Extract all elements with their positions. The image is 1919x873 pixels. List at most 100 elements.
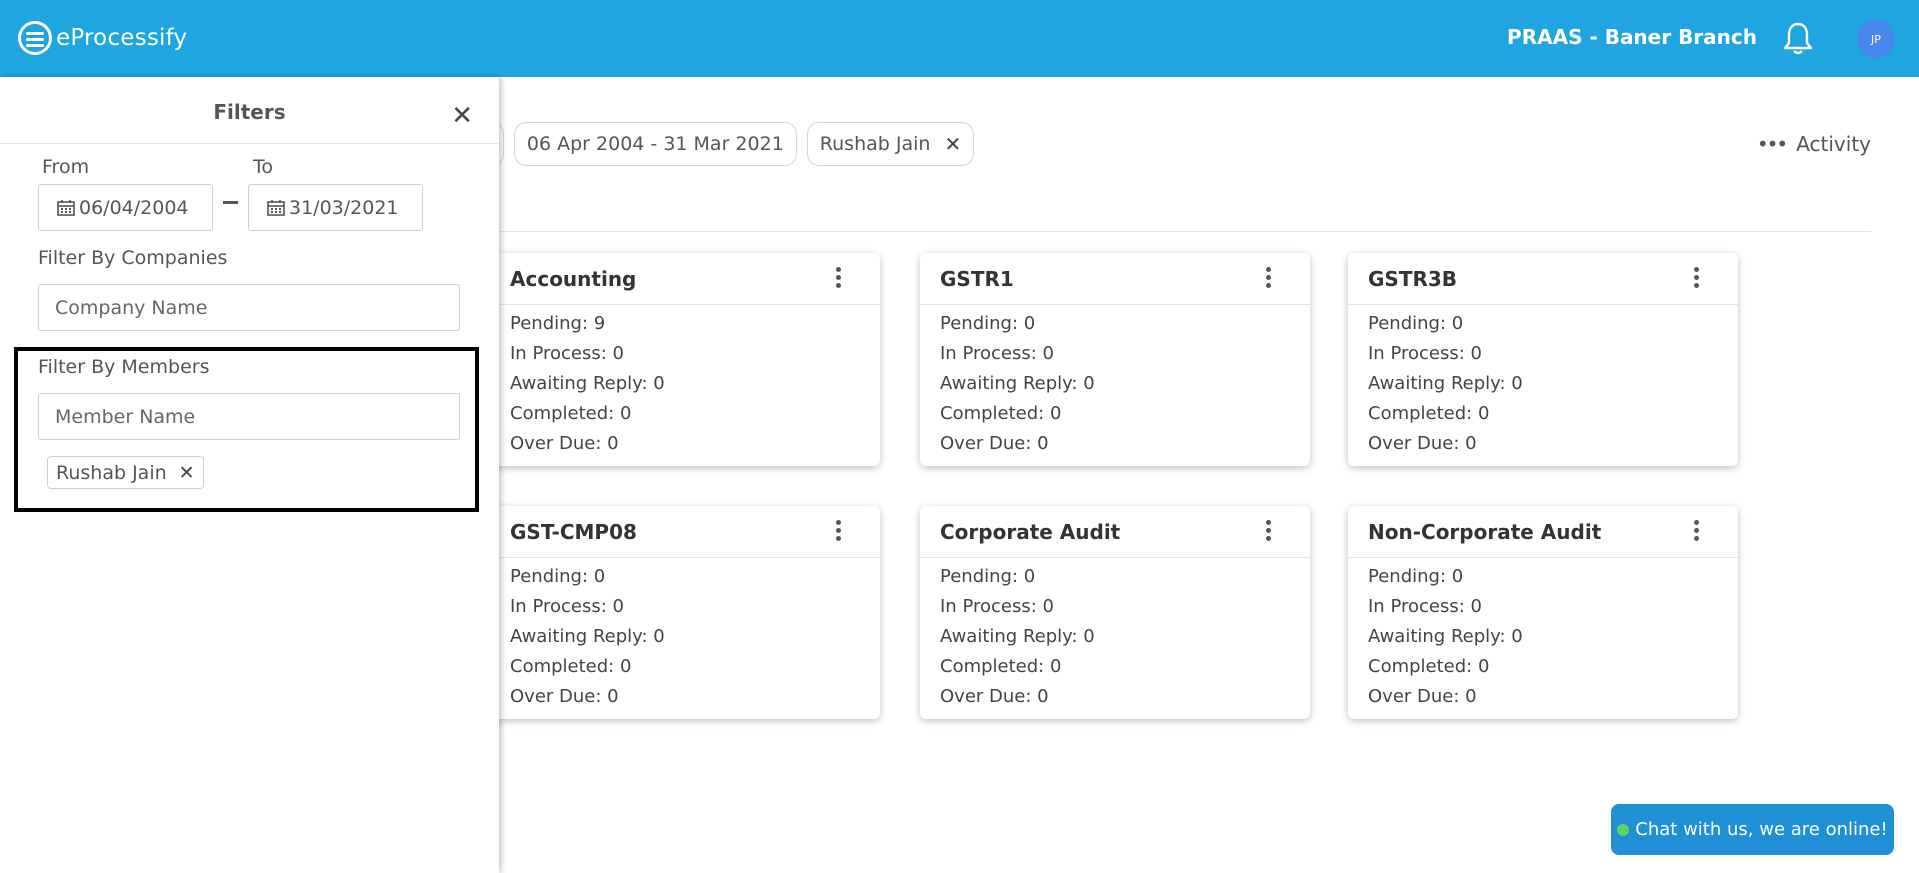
stat-awaiting-reply: Awaiting Reply: 0 <box>1368 626 1523 647</box>
card-header: GSTR3B <box>1348 253 1738 305</box>
stat-awaiting-reply: Awaiting Reply: 0 <box>510 626 665 647</box>
stat-pending: Pending: 0 <box>940 313 1036 334</box>
more-vertical-icon[interactable] <box>836 520 842 542</box>
card-stats: Pending: 0 In Process: 0 Awaiting Reply:… <box>1348 305 1738 463</box>
card-stats: Pending: 9 In Process: 0 Awaiting Reply:… <box>490 305 880 463</box>
stat-completed: Completed: 0 <box>510 403 632 424</box>
card-header: GST-CMP08 <box>490 506 880 558</box>
stat-pending: Pending: 0 <box>510 566 606 587</box>
filter-chip-date-range[interactable]: 06 Apr 2004 - 31 Mar 2021 <box>513 122 797 166</box>
stat-completed: Completed: 0 <box>1368 403 1490 424</box>
stat-pending: Pending: 0 <box>1368 313 1464 334</box>
stat-pending: Pending: 0 <box>1368 566 1464 587</box>
stat-awaiting-reply: Awaiting Reply: 0 <box>940 373 1095 394</box>
selected-member-label: Rushab Jain <box>56 461 167 484</box>
bell-icon[interactable] <box>1781 20 1815 56</box>
stat-pending: Pending: 9 <box>510 313 606 334</box>
applied-filter-chips: s 06 Apr 2004 - 31 Mar 2021 Rushab Jain … <box>440 122 975 166</box>
user-avatar[interactable]: JP <box>1857 20 1895 58</box>
stat-awaiting-reply: Awaiting Reply: 0 <box>940 626 1095 647</box>
card-title: Corporate Audit <box>940 520 1121 544</box>
from-date-value: 06/04/2004 <box>79 196 189 219</box>
card-stats: Pending: 0 In Process: 0 Awaiting Reply:… <box>1348 558 1738 716</box>
online-status-icon <box>1617 823 1630 836</box>
selected-member-chip: Rushab Jain ✕ <box>47 456 204 489</box>
card-header: Non-Corporate Audit <box>1348 506 1738 558</box>
chat-widget-button[interactable]: Chat with us, we are online! <box>1611 804 1894 855</box>
logo-text: eProcessify <box>56 25 188 51</box>
card-stats: Pending: 0 In Process: 0 Awaiting Reply:… <box>490 558 880 716</box>
card-stats: Pending: 0 In Process: 0 Awaiting Reply:… <box>920 305 1310 463</box>
task-card-gst-cmp08[interactable]: GST-CMP08 Pending: 0 In Process: 0 Await… <box>490 506 880 719</box>
companies-label: Filter By Companies <box>38 247 228 269</box>
stat-awaiting-reply: Awaiting Reply: 0 <box>1368 373 1523 394</box>
card-stats: Pending: 0 In Process: 0 Awaiting Reply:… <box>920 558 1310 716</box>
logo-icon <box>18 21 52 55</box>
stat-in-process: In Process: 0 <box>510 596 624 617</box>
task-card-corporate-audit[interactable]: Corporate Audit Pending: 0 In Process: 0… <box>920 506 1310 719</box>
card-header: Accounting <box>490 253 880 305</box>
members-label: Filter By Members <box>38 356 210 378</box>
activity-label: Activity <box>1796 132 1871 156</box>
stat-pending: Pending: 0 <box>940 566 1036 587</box>
task-card-non-corporate-audit[interactable]: Non-Corporate Audit Pending: 0 In Proces… <box>1348 506 1738 719</box>
from-label: From <box>42 156 90 178</box>
members-filter-highlight <box>14 347 479 512</box>
close-icon[interactable]: ✕ <box>451 101 473 131</box>
more-vertical-icon[interactable] <box>1266 267 1272 289</box>
card-header: GSTR1 <box>920 253 1310 305</box>
to-label: To <box>253 156 274 178</box>
stat-in-process: In Process: 0 <box>510 343 624 364</box>
close-icon[interactable]: ✕ <box>944 132 962 156</box>
card-title: GSTR1 <box>940 267 1014 291</box>
stat-completed: Completed: 0 <box>510 656 632 677</box>
app-logo[interactable]: eProcessify <box>18 21 187 55</box>
chip-label: 06 Apr 2004 - 31 Mar 2021 <box>526 133 784 155</box>
calendar-icon <box>267 200 285 216</box>
card-title: GSTR3B <box>1368 267 1458 291</box>
task-card-accounting[interactable]: Accounting Pending: 9 In Process: 0 Awai… <box>490 253 880 466</box>
to-date-value: 31/03/2021 <box>289 196 399 219</box>
filter-chip-member[interactable]: Rushab Jain ✕ <box>806 122 975 166</box>
more-vertical-icon[interactable] <box>1694 267 1700 289</box>
stat-over-due: Over Due: 0 <box>1368 686 1477 707</box>
member-name-input[interactable] <box>38 393 460 440</box>
stat-completed: Completed: 0 <box>940 656 1062 677</box>
task-card-gstr3b[interactable]: GSTR3B Pending: 0 In Process: 0 Awaiting… <box>1348 253 1738 466</box>
top-header: eProcessify PRAAS - Baner Branch JP <box>0 0 1919 77</box>
more-vertical-icon[interactable] <box>836 267 842 289</box>
stat-over-due: Over Due: 0 <box>1368 433 1477 454</box>
task-card-gstr1[interactable]: GSTR1 Pending: 0 In Process: 0 Awaiting … <box>920 253 1310 466</box>
stat-over-due: Over Due: 0 <box>940 686 1049 707</box>
more-vertical-icon[interactable] <box>1694 520 1700 542</box>
stat-in-process: In Process: 0 <box>940 343 1054 364</box>
stat-awaiting-reply: Awaiting Reply: 0 <box>510 373 665 394</box>
close-icon[interactable]: ✕ <box>178 461 195 484</box>
from-date-field[interactable]: 06/04/2004 <box>38 184 213 231</box>
card-header: Corporate Audit <box>920 506 1310 558</box>
card-title: Non-Corporate Audit <box>1368 520 1602 544</box>
stat-over-due: Over Due: 0 <box>940 433 1049 454</box>
stat-in-process: In Process: 0 <box>940 596 1054 617</box>
stat-over-due: Over Due: 0 <box>510 686 619 707</box>
card-title: GST-CMP08 <box>510 520 637 544</box>
stat-completed: Completed: 0 <box>1368 656 1490 677</box>
company-name-input[interactable] <box>38 284 460 331</box>
branch-name[interactable]: PRAAS - Baner Branch <box>1507 25 1757 49</box>
chat-label: Chat with us, we are online! <box>1635 819 1888 840</box>
calendar-icon <box>57 200 75 216</box>
date-range-separator <box>223 201 238 204</box>
stat-over-due: Over Due: 0 <box>510 433 619 454</box>
content-divider <box>500 231 1871 232</box>
more-vertical-icon[interactable] <box>1266 520 1272 542</box>
chip-label: Rushab Jain <box>819 133 931 155</box>
panel-divider <box>0 143 499 144</box>
stat-in-process: In Process: 0 <box>1368 596 1482 617</box>
to-date-field[interactable]: 31/03/2021 <box>248 184 423 231</box>
card-title: Accounting <box>510 267 637 291</box>
stat-completed: Completed: 0 <box>940 403 1062 424</box>
stat-in-process: In Process: 0 <box>1368 343 1482 364</box>
panel-title: Filters <box>213 100 286 124</box>
more-horizontal-icon: ••• <box>1756 132 1788 156</box>
activity-button[interactable]: ••• Activity <box>1757 132 1871 156</box>
